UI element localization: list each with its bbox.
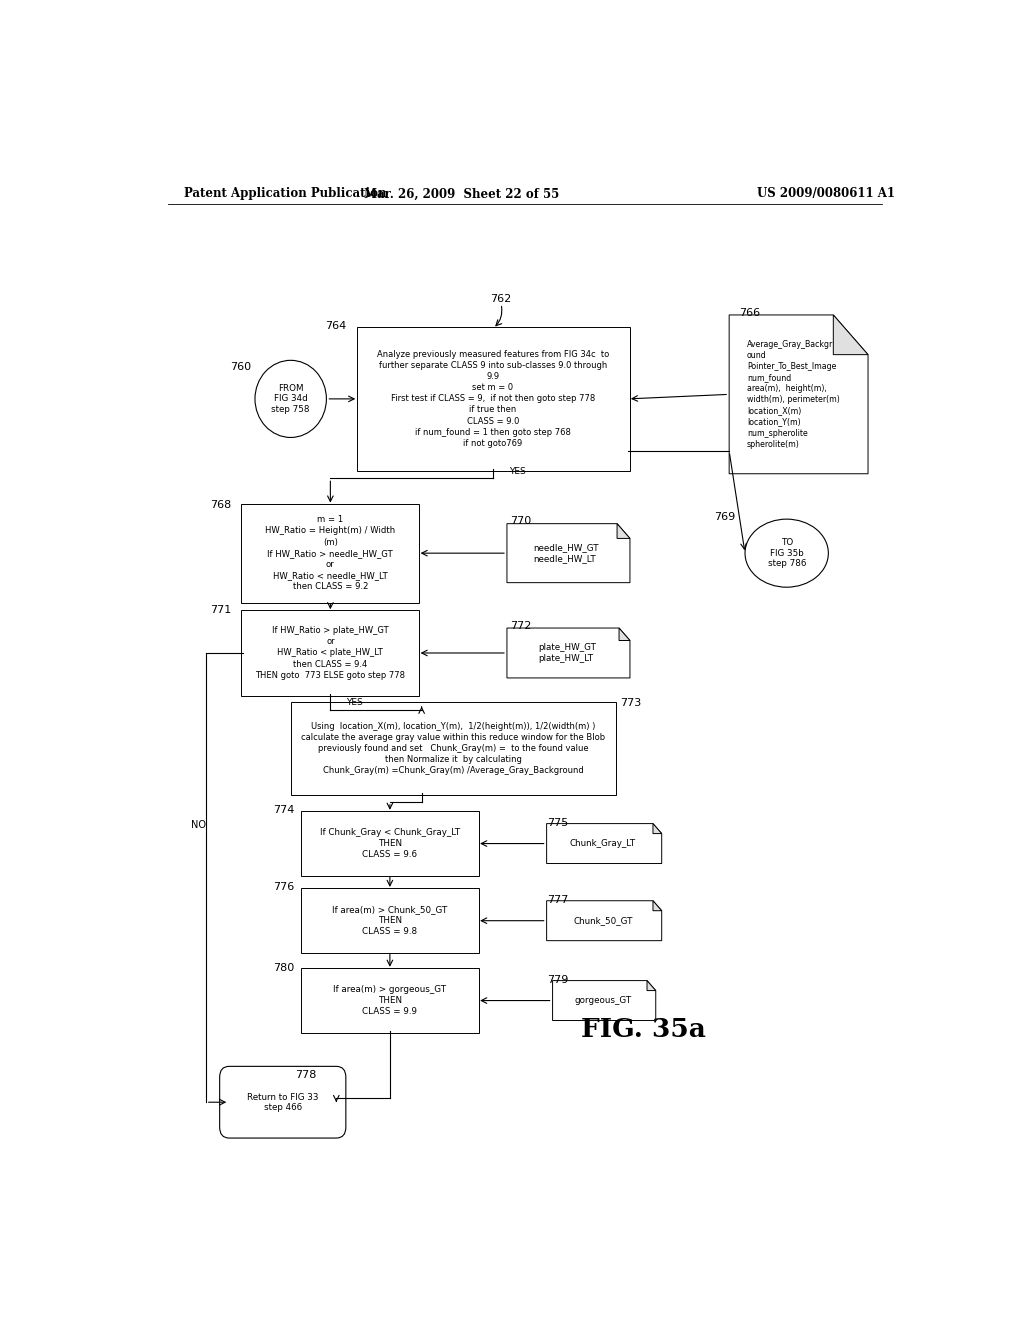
Text: TO
FIG 35b
step 786: TO FIG 35b step 786 bbox=[768, 539, 806, 568]
Polygon shape bbox=[553, 981, 655, 1020]
Text: Average_Gray_Backgr
ound
Pointer_To_Best_Image
num_found
area(m),  height(m),
wi: Average_Gray_Backgr ound Pointer_To_Best… bbox=[748, 341, 840, 449]
Text: 779: 779 bbox=[547, 974, 568, 985]
Polygon shape bbox=[507, 524, 630, 582]
Text: If area(m) > gorgeous_GT
THEN
CLASS = 9.9: If area(m) > gorgeous_GT THEN CLASS = 9.… bbox=[334, 985, 446, 1016]
Text: NO: NO bbox=[190, 821, 206, 830]
Text: 769: 769 bbox=[714, 512, 735, 521]
Text: 778: 778 bbox=[295, 1071, 316, 1080]
Polygon shape bbox=[507, 628, 630, 678]
Polygon shape bbox=[653, 900, 662, 911]
FancyBboxPatch shape bbox=[291, 702, 615, 795]
Text: FIG. 35a: FIG. 35a bbox=[582, 1018, 707, 1041]
Text: 762: 762 bbox=[490, 294, 512, 304]
Text: Analyze previously measured features from FIG 34c  to
further separate CLASS 9 i: Analyze previously measured features fro… bbox=[377, 350, 609, 447]
Polygon shape bbox=[647, 981, 655, 990]
Ellipse shape bbox=[745, 519, 828, 587]
Text: m = 1
HW_Ratio = Height(m) / Width
(m)
If HW_Ratio > needle_HW_GT
or
HW_Ratio < : m = 1 HW_Ratio = Height(m) / Width (m) I… bbox=[265, 515, 395, 591]
Text: 760: 760 bbox=[229, 362, 251, 372]
Text: US 2009/0080611 A1: US 2009/0080611 A1 bbox=[758, 187, 895, 201]
Text: needle_HW_GT
needle_HW_LT: needle_HW_GT needle_HW_LT bbox=[534, 543, 599, 564]
Text: Mar. 26, 2009  Sheet 22 of 55: Mar. 26, 2009 Sheet 22 of 55 bbox=[364, 187, 559, 201]
Text: Patent Application Publication: Patent Application Publication bbox=[183, 187, 386, 201]
Text: 774: 774 bbox=[273, 805, 295, 814]
Text: Chunk_Gray_LT: Chunk_Gray_LT bbox=[569, 840, 636, 847]
Text: YES: YES bbox=[346, 698, 362, 708]
Text: 764: 764 bbox=[325, 321, 346, 331]
Polygon shape bbox=[653, 824, 662, 834]
Text: 772: 772 bbox=[511, 620, 531, 631]
Text: 776: 776 bbox=[273, 882, 295, 892]
Text: If area(m) > Chunk_50_GT
THEN
CLASS = 9.8: If area(m) > Chunk_50_GT THEN CLASS = 9.… bbox=[332, 906, 447, 936]
Text: YES: YES bbox=[509, 466, 525, 475]
FancyBboxPatch shape bbox=[356, 327, 630, 471]
FancyBboxPatch shape bbox=[242, 504, 419, 603]
Text: 775: 775 bbox=[547, 817, 568, 828]
Polygon shape bbox=[834, 315, 868, 355]
Polygon shape bbox=[729, 315, 868, 474]
Text: 773: 773 bbox=[620, 698, 641, 708]
Text: plate_HW_GT
plate_HW_LT: plate_HW_GT plate_HW_LT bbox=[538, 643, 596, 663]
FancyBboxPatch shape bbox=[242, 610, 419, 696]
Text: 777: 777 bbox=[547, 895, 568, 904]
Polygon shape bbox=[547, 900, 662, 941]
Polygon shape bbox=[547, 824, 662, 863]
Text: If Chunk_Gray < Chunk_Gray_LT
THEN
CLASS = 9.6: If Chunk_Gray < Chunk_Gray_LT THEN CLASS… bbox=[319, 828, 460, 859]
Text: gorgeous_GT: gorgeous_GT bbox=[574, 997, 632, 1005]
FancyBboxPatch shape bbox=[301, 968, 479, 1034]
Text: 771: 771 bbox=[210, 606, 231, 615]
Ellipse shape bbox=[255, 360, 327, 437]
Text: Using  location_X(m), location_Y(m),  1/2(height(m)), 1/2(width(m) )
calculate t: Using location_X(m), location_Y(m), 1/2(… bbox=[301, 722, 605, 775]
Text: 770: 770 bbox=[511, 516, 531, 527]
Text: 780: 780 bbox=[273, 962, 295, 973]
Text: FROM
FIG 34d
step 758: FROM FIG 34d step 758 bbox=[271, 384, 310, 413]
FancyBboxPatch shape bbox=[220, 1067, 346, 1138]
Text: 768: 768 bbox=[210, 500, 231, 510]
FancyBboxPatch shape bbox=[301, 888, 479, 953]
Polygon shape bbox=[617, 524, 630, 539]
Polygon shape bbox=[620, 628, 630, 640]
Text: If HW_Ratio > plate_HW_GT
or
HW_Ratio < plate_HW_LT
then CLASS = 9.4
THEN goto  : If HW_Ratio > plate_HW_GT or HW_Ratio < … bbox=[255, 626, 406, 680]
FancyBboxPatch shape bbox=[301, 810, 479, 876]
Text: Chunk_50_GT: Chunk_50_GT bbox=[573, 916, 633, 925]
Text: Return to FIG 33
step 466: Return to FIG 33 step 466 bbox=[247, 1093, 318, 1111]
Text: 766: 766 bbox=[739, 308, 760, 318]
